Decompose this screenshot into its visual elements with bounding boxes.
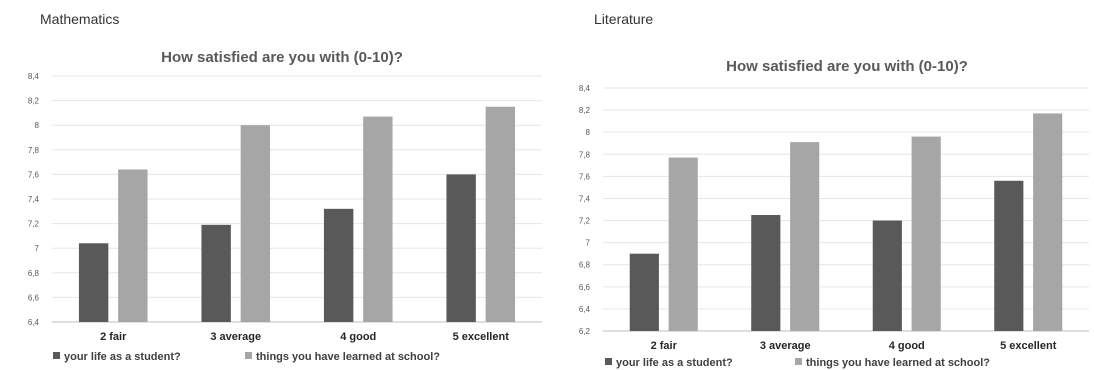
bar-things-learned [363,116,393,322]
mathematics-chart: How satisfied are you with (0-10)? 6,4 6,6… [28,49,542,363]
bar-things-learned [485,106,516,322]
legend-swatch [605,358,612,365]
y-tick-label: 7,4 [579,194,591,203]
y-tick-label: 7,2 [579,217,591,226]
bar-things-learned [1033,113,1063,332]
panel-heading-literature: Literature [594,11,654,27]
y-tick-label: 8 [35,121,40,130]
y-tick-label: 8 [586,128,591,137]
x-category-label: 4 good [340,331,376,343]
bar-things-learned [790,142,820,331]
x-category-label: 5 excellent [453,331,510,343]
panel-heading-mathematics: Mathematics [40,11,120,27]
chart-title: How satisfied are you with (0-10)? [161,49,403,66]
bar-things-learned [668,157,698,331]
legend-label: your life as a student? [616,357,733,369]
y-tick-label: 6,8 [579,261,591,270]
y-tick-label: 7,2 [28,220,40,229]
legend-label: things you have learned at school? [806,357,990,369]
y-tick-label: 8,4 [579,84,591,93]
y-tick-label: 7,6 [28,170,40,179]
x-category-label: 2 fair [100,331,127,343]
y-tick-label: 8,4 [28,72,40,81]
y-tick-label: 8,2 [579,106,591,115]
bar-life-as-student [78,243,109,322]
x-category-label: 4 good [889,340,925,352]
literature-chart-panel: Literature How satisfied are you with (0… [547,0,1094,370]
y-tick-label: 7,8 [28,146,40,155]
x-category-label: 3 average [210,331,261,343]
y-tick-label: 7 [35,244,40,253]
bar-things-learned [118,169,148,322]
bar-life-as-student [994,180,1024,331]
y-tick-label: 7 [586,239,591,248]
y-tick-label: 8,2 [28,97,40,106]
literature-chart: How satisfied are you with (0-10)? 6,2 6,4… [579,58,1089,369]
bar-things-learned [240,125,271,322]
y-tick-label: 6,6 [28,293,40,302]
bar-life-as-student [201,224,231,322]
bar-life-as-student [323,208,354,322]
x-category-label: 5 excellent [1000,340,1057,352]
x-category-label: 3 average [760,340,811,352]
legend-swatch [53,352,60,359]
y-tick-label: 7,4 [28,195,40,204]
legend-label: things you have learned at school? [256,351,440,363]
y-tick-label: 7,8 [579,150,591,159]
bar-life-as-student [872,220,902,331]
y-tick-label: 6,4 [28,318,40,327]
bar-things-learned [911,136,941,331]
y-tick-label: 7,6 [579,172,591,181]
bar-life-as-student [751,215,781,331]
y-tick-label: 6,2 [579,327,591,336]
mathematics-chart-panel: Mathematics How satisfied are you with (… [28,11,542,363]
x-category-label: 2 fair [651,340,678,352]
y-tick-label: 6,6 [579,283,591,292]
y-tick-label: 6,4 [579,305,591,314]
bar-life-as-student [446,174,476,322]
chart-title: How satisfied are you with (0-10)? [726,58,968,75]
y-tick-label: 6,8 [28,269,40,278]
legend-label: your life as a student? [64,351,181,363]
legend-swatch [795,358,802,365]
legend-swatch [245,352,252,359]
bar-life-as-student [629,253,659,331]
